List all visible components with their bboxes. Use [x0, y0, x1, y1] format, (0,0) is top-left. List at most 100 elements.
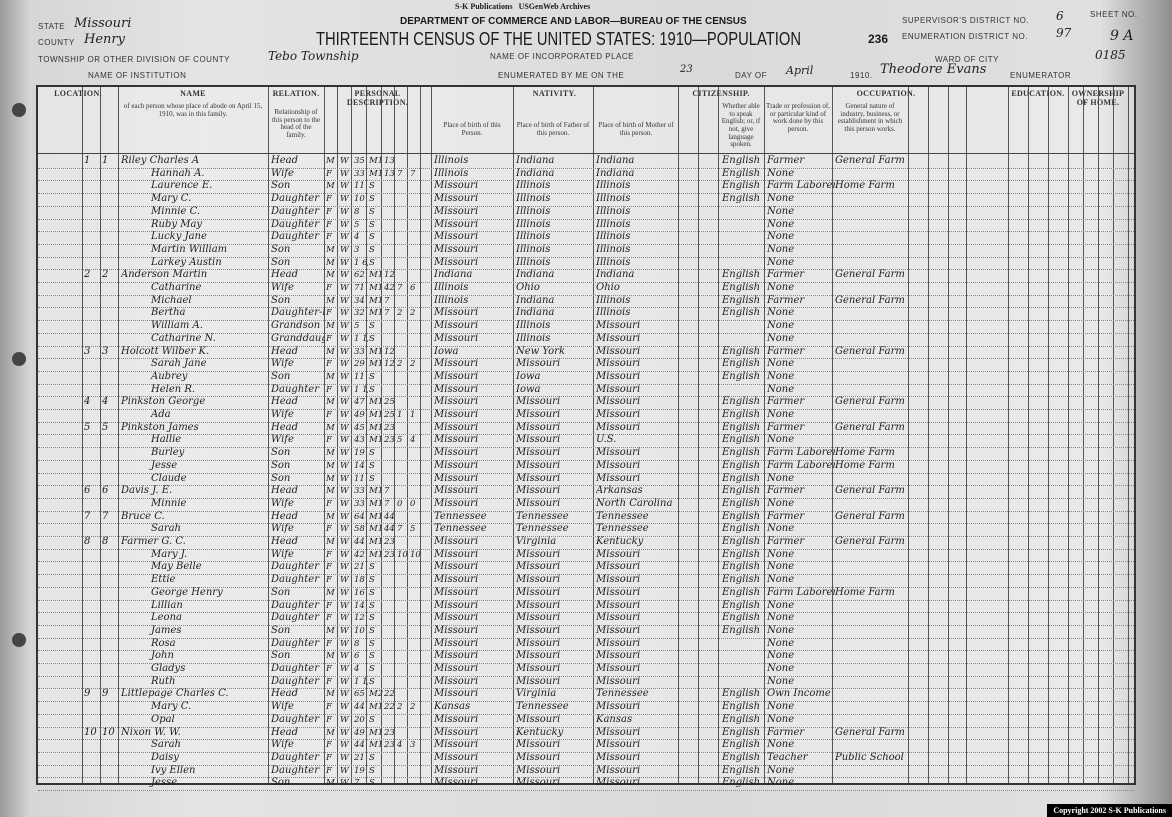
cell-language: English: [722, 421, 761, 433]
cell-name: May Belle: [151, 561, 202, 573]
cell-birth-person: Missouri: [434, 586, 479, 598]
cell-name: Burley: [151, 447, 185, 459]
cell-children-living: [410, 485, 422, 498]
cell-relation: Daughter: [271, 751, 319, 763]
cell-industry: General Farm: [835, 485, 905, 497]
cell-relation: Wife: [271, 434, 294, 446]
cell-birth-father: Illinois: [516, 231, 551, 243]
cell-relation: Head: [271, 688, 299, 700]
cell-language: English: [722, 599, 761, 611]
cell-birth-person: Missouri: [434, 536, 479, 547]
cell-occupation: Farmer: [767, 345, 805, 357]
cell-birth-person: Missouri: [434, 307, 479, 319]
cell-years-married: 44: [384, 524, 395, 535]
cell-children-born: 2: [397, 308, 403, 319]
cell-birth-mother: Kansas: [596, 713, 633, 725]
cell-race: W: [340, 549, 349, 560]
cell-language: English: [722, 739, 761, 751]
table-row: [38, 726, 1134, 728]
cell-years-married: [384, 460, 396, 473]
frame-number: 0185: [1095, 48, 1126, 62]
cell-dwelling: [84, 473, 102, 486]
cell-occupation: None: [767, 205, 795, 217]
cell-children-born: [397, 587, 409, 600]
cell-name: Ruth: [151, 675, 176, 687]
table-row: [38, 612, 1134, 614]
cell-marital: S: [369, 232, 375, 243]
table-row: [38, 713, 1134, 715]
cell-industry: [835, 612, 911, 625]
cell-birth-person: Missouri: [434, 777, 479, 789]
cell-language: English: [722, 485, 761, 497]
cell-sex: F: [326, 740, 332, 751]
cell-industry: General Farm: [835, 726, 905, 738]
header-occupation: OCCUPATION.: [856, 89, 916, 98]
department-heading: DEPARTMENT OF COMMERCE AND LABOR—BUREAU …: [400, 16, 747, 27]
cell-dwelling: [84, 358, 102, 371]
cell-relation: Wife: [271, 497, 294, 509]
institution-label: Name of institution: [88, 71, 187, 80]
cell-industry: [835, 714, 911, 727]
table-row: [38, 586, 1134, 588]
cell-race: W: [340, 638, 349, 649]
cell-name: Jesse: [151, 459, 178, 471]
cell-children-born: [397, 536, 409, 549]
cell-name: Hallie: [151, 434, 182, 446]
cell-language: English: [722, 434, 761, 446]
cell-industry: General Farm: [835, 269, 905, 281]
cell-birth-mother: Missouri: [596, 459, 641, 471]
cell-years-married: 22: [384, 689, 395, 700]
cell-dwelling: [84, 612, 102, 625]
cell-children-living: [410, 180, 422, 193]
cell-birth-mother: Missouri: [596, 599, 641, 611]
cell-age: 11: [354, 181, 365, 192]
cell-birth-father: Iowa: [516, 370, 541, 382]
cell-occupation: None: [767, 320, 795, 332]
cell-language: English: [722, 459, 761, 471]
table-row: [38, 447, 1134, 449]
cell-relation: Head: [271, 726, 299, 738]
cell-children-born: [397, 295, 409, 308]
cell-industry: Home Farm: [835, 459, 895, 471]
cell-dwelling: 10: [84, 726, 97, 738]
cell-family: 4: [102, 396, 109, 408]
cell-industry: General Farm: [835, 536, 905, 547]
cell-family: 6: [102, 485, 109, 497]
enumeration-district-value: 97: [1056, 26, 1072, 40]
cell-language: English: [722, 612, 761, 624]
cell-language: English: [722, 548, 761, 560]
publisher-note: S-K Publications USGenWeb Archives: [455, 2, 591, 11]
cell-occupation: Farmer: [767, 155, 805, 166]
cell-name: Laurence E.: [151, 180, 213, 192]
cell-industry: [835, 371, 911, 384]
cell-birth-mother: Missouri: [596, 650, 641, 662]
cell-industry: General Farm: [835, 294, 905, 306]
cell-name: Lillian: [151, 599, 183, 611]
cell-age: 44: [354, 740, 365, 751]
cell-children-born: [397, 219, 409, 232]
cell-age: 1 1/2: [354, 384, 368, 395]
cell-occupation: None: [767, 497, 795, 509]
cell-years-married: [384, 219, 396, 232]
cell-birth-mother: Missouri: [596, 358, 641, 370]
cell-language: [722, 257, 766, 270]
cell-dwelling: [84, 206, 102, 219]
cell-children-born: [397, 447, 409, 460]
cell-birth-father: Missouri: [516, 599, 561, 611]
cell-family: [102, 384, 118, 397]
cell-language: English: [722, 701, 761, 713]
cell-dwelling: [84, 434, 102, 447]
cell-sex: M: [326, 651, 335, 662]
cell-birth-father: Kentucky: [516, 726, 564, 738]
cell-years-married: [384, 257, 396, 270]
cell-years-married: 23: [384, 549, 395, 560]
cell-language: [722, 320, 766, 333]
cell-race: W: [340, 308, 349, 319]
cell-children-living: [410, 269, 422, 282]
enumerated-label: Enumerated by me on the: [498, 71, 625, 80]
cell-children-living: 6: [410, 283, 416, 293]
cell-family: [102, 701, 118, 714]
cell-industry: [835, 676, 911, 689]
cell-name: Gladys: [151, 663, 186, 674]
cell-occupation: None: [767, 612, 795, 624]
